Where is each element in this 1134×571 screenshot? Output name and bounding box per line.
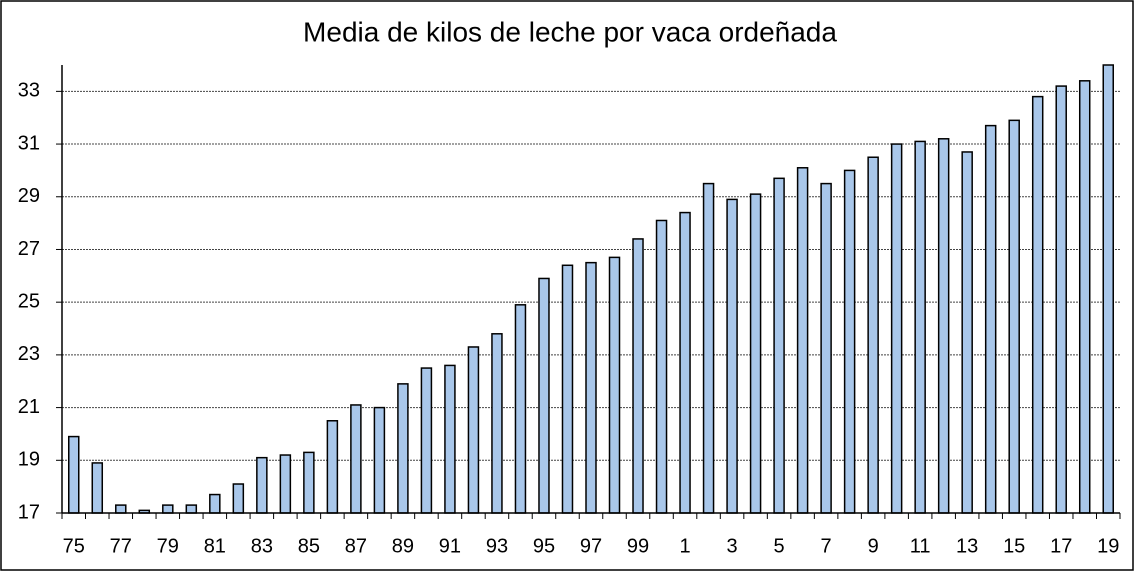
bar <box>726 198 738 514</box>
y-tick-label: 29 <box>18 185 40 207</box>
bar <box>91 462 104 514</box>
bar <box>185 504 198 514</box>
x-tick-label: 17 <box>1050 535 1072 557</box>
bar <box>279 454 292 514</box>
bar <box>1055 85 1067 514</box>
x-tick-label: 75 <box>63 535 85 557</box>
bar <box>585 261 597 514</box>
bar <box>350 404 362 514</box>
x-tick-label: 79 <box>157 535 179 557</box>
bar <box>914 140 926 514</box>
x-tick-label: 3 <box>727 535 738 557</box>
bar <box>115 504 127 514</box>
x-tick-label: 13 <box>956 535 978 557</box>
bar <box>749 193 762 514</box>
bar <box>397 383 409 514</box>
bar <box>209 493 221 514</box>
bar <box>702 182 715 514</box>
bar <box>608 256 621 514</box>
bar <box>326 420 339 514</box>
bar <box>1078 80 1091 514</box>
x-tick-label: 99 <box>627 535 649 557</box>
x-tick-label: 97 <box>580 535 602 557</box>
y-tick-label: 17 <box>18 501 40 523</box>
bar <box>514 304 527 514</box>
bar <box>632 238 644 514</box>
chart-title: Media de kilos de leche por vaca ordeñad… <box>303 16 837 47</box>
bar <box>444 364 456 514</box>
bar <box>420 367 433 514</box>
x-tick-label: 83 <box>251 535 273 557</box>
bar <box>256 456 268 514</box>
bar <box>232 483 245 514</box>
x-tick-label: 93 <box>486 535 508 557</box>
bar <box>655 219 668 514</box>
x-tick-label: 15 <box>1003 535 1025 557</box>
bar <box>867 156 879 514</box>
x-tick-label: 9 <box>868 535 879 557</box>
y-tick-label: 23 <box>18 343 40 365</box>
x-tick-label: 81 <box>204 535 226 557</box>
bar <box>538 277 550 514</box>
bar <box>1102 64 1114 514</box>
bar <box>162 504 174 514</box>
bar <box>1008 119 1020 514</box>
y-tick-label: 19 <box>18 449 40 471</box>
bar <box>890 143 903 514</box>
bar <box>773 177 785 514</box>
bar <box>1031 95 1044 514</box>
bar <box>843 169 856 514</box>
bar <box>373 406 386 514</box>
y-tick-label: 21 <box>18 396 40 418</box>
bar <box>820 182 832 514</box>
bar <box>984 124 997 514</box>
x-tick-label: 85 <box>298 535 320 557</box>
x-tick-label: 77 <box>110 535 132 557</box>
bar <box>961 151 973 514</box>
bar <box>796 167 809 514</box>
bar <box>679 211 691 514</box>
y-tick-label: 25 <box>18 290 40 312</box>
x-tick-label: 95 <box>533 535 555 557</box>
bar <box>491 333 503 514</box>
x-tick-label: 5 <box>774 535 785 557</box>
bar <box>561 264 574 514</box>
bar <box>937 138 950 514</box>
bar <box>303 451 315 514</box>
y-tick-label: 27 <box>18 238 40 260</box>
bar <box>467 346 480 514</box>
x-tick-label: 91 <box>439 535 461 557</box>
x-tick-label: 11 <box>910 535 931 557</box>
x-tick-label: 1 <box>679 535 690 557</box>
x-tick-label: 89 <box>392 535 414 557</box>
bar <box>68 435 80 514</box>
y-tick-label: 33 <box>18 80 40 102</box>
x-tick-label: 7 <box>821 535 832 557</box>
x-tick-label: 87 <box>345 535 367 557</box>
x-tick-label: 19 <box>1097 535 1119 557</box>
y-tick-label: 31 <box>18 132 40 154</box>
